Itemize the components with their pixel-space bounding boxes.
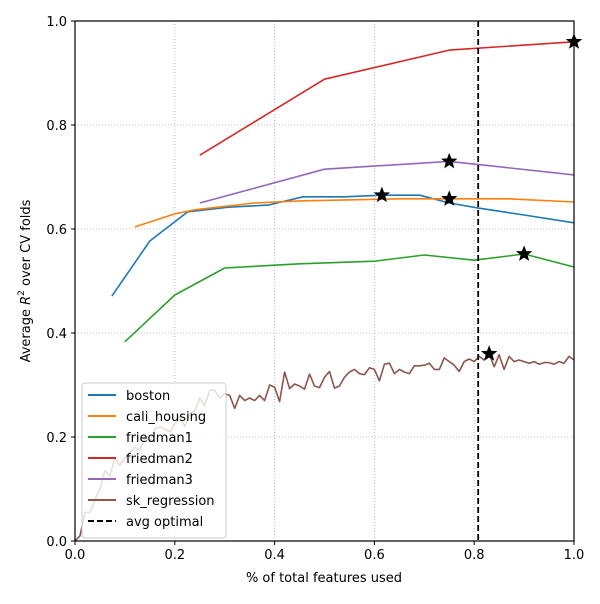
optimal-star-friedman3: [441, 152, 458, 169]
legend-entry-friedman2: friedman2: [88, 452, 193, 467]
x-axis-label: % of total features used: [246, 571, 402, 586]
x-tick-label: 0.8: [464, 548, 485, 563]
x-tick-label: 0.2: [164, 548, 185, 563]
legend-label: sk_regression: [126, 494, 215, 509]
y-tick-label: 0.0: [46, 535, 67, 550]
legend-entry-boston: boston: [88, 389, 170, 404]
y-axis-label-math: R: [19, 296, 34, 305]
y-axis-label-prefix: Average: [19, 305, 34, 363]
optimal-star-sk-regression: [480, 345, 498, 361]
optimal-star-friedman1: [515, 245, 533, 261]
grid: [75, 21, 574, 541]
series-line-cali-housing: [134, 198, 575, 228]
series-line-friedman2: [199, 41, 575, 156]
legend-entry-sk-regression: sk_regression: [88, 494, 215, 509]
series-line-friedman1: [124, 253, 575, 343]
x-tick-label: 1.0: [564, 548, 585, 563]
y-tick-label: 0.2: [46, 431, 67, 446]
x-axis: 0.0 0.2 0.4 0.6 0.8 1.0: [65, 541, 585, 563]
y-tick-label: 0.6: [46, 223, 67, 238]
x-tick-label: 0.4: [264, 548, 285, 563]
legend-label: cali_housing: [126, 410, 206, 425]
legend-label: friedman1: [126, 431, 193, 446]
optimal-star-boston: [373, 186, 391, 203]
legend-label: boston: [126, 389, 170, 404]
legend-box: [81, 382, 227, 539]
legend-label: avg optimal: [126, 515, 203, 530]
optimal-markers: [373, 33, 583, 361]
y-axis-label: Average R2 over CV folds: [17, 199, 34, 362]
y-axis-label-suffix: over CV folds: [19, 199, 34, 290]
legend-label: friedman3: [126, 473, 193, 488]
y-axis: 0.0 0.2 0.4 0.6 0.8 1.0: [46, 15, 75, 550]
legend-entry-friedman1: friedman1: [88, 431, 193, 446]
y-tick-label: 0.8: [46, 119, 67, 134]
legend-entry-avg-optimal: avg optimal: [88, 515, 203, 530]
optimal-star-cali-housing: [441, 190, 458, 206]
y-tick-label: 0.4: [46, 327, 67, 342]
y-tick-label: 1.0: [46, 15, 67, 30]
legend-label: friedman2: [126, 452, 193, 467]
legend-entry-cali-housing: cali_housing: [88, 410, 206, 425]
legend: boston cali_housing friedman1 friedman2 frie…: [81, 382, 227, 539]
x-tick-label: 0.6: [364, 548, 385, 563]
legend-entry-friedman3: friedman3: [88, 473, 193, 488]
x-tick-label: 0.0: [65, 548, 86, 563]
series-line-friedman3: [199, 160, 575, 204]
y-axis-label-sup: 2: [17, 290, 27, 296]
axes-frame: [74, 20, 575, 542]
